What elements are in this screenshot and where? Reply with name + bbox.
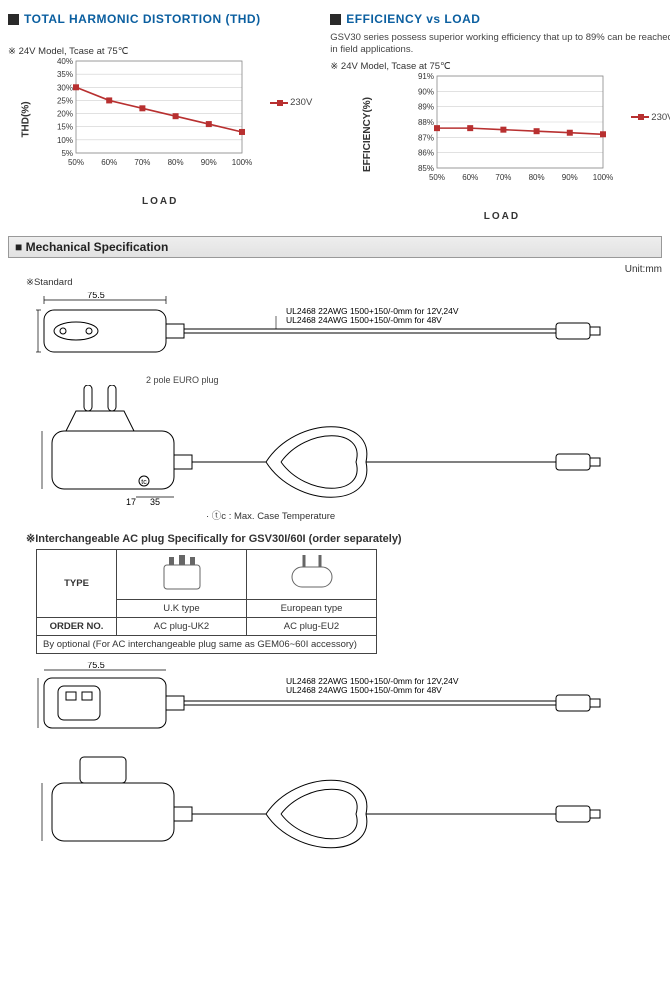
eff-block: EFFICIENCY vs LOAD GSV30 series possess … <box>330 8 670 222</box>
charts-row: TOTAL HARMONIC DISTORTION (THD) 24V Mode… <box>8 8 662 222</box>
eff-blurb: GSV30 series possess superior working ef… <box>330 32 670 57</box>
cable-note-2b: UL2468 24AWG 1500+150/-0mm for 48V <box>286 685 442 695</box>
thd-legend: 230V <box>270 97 312 108</box>
svg-text:80%: 80% <box>168 158 184 167</box>
euro-plug-label: 2 pole EURO plug <box>146 375 662 385</box>
svg-text:30%: 30% <box>57 83 73 92</box>
eff-title: EFFICIENCY vs LOAD <box>346 12 480 26</box>
svg-text:15%: 15% <box>57 123 73 132</box>
td-uk-order: AC plug-UK2 <box>117 617 247 635</box>
svg-text:20%: 20% <box>57 110 73 119</box>
eff-model-note: 24V Model, Tcase at 75℃ <box>330 61 670 72</box>
eff-chart-area: EFFICIENCY(%) 85% 86% 87% 88% 89% 90% 91% 50% 60… <box>330 72 670 197</box>
svg-text:tc: tc <box>141 479 147 486</box>
inter-label: Interchangeable AC plug Specifically for… <box>35 533 401 545</box>
svg-text:86%: 86% <box>418 148 434 157</box>
tc-note: · ⓣc : Max. Case Temperature <box>206 508 662 522</box>
plug-table: TYPE U.K type European type ORDER NO. AC… <box>36 549 377 654</box>
eff-xlabel: LOAD <box>330 211 670 222</box>
svg-text:91%: 91% <box>418 72 434 81</box>
eu-plug-icon <box>282 553 342 593</box>
cable-note-2: UL2468 24AWG 1500+150/-0mm for 48V <box>286 315 442 325</box>
svg-text:90%: 90% <box>418 87 434 96</box>
drawing-inter-side: 56.2 <box>36 751 662 864</box>
svg-text:10%: 10% <box>57 136 73 145</box>
dim-euro-w: 35 <box>150 497 160 505</box>
dim-euro-pin: 17 <box>126 497 136 505</box>
th-order: ORDER NO. <box>37 617 117 635</box>
svg-text:100%: 100% <box>593 173 613 182</box>
thd-title: TOTAL HARMONIC DISTORTION (THD) <box>24 12 261 26</box>
standard-label: Standard <box>34 277 73 288</box>
eff-chart: 85% 86% 87% 88% 89% 90% 91% 50% 60% 70% 80% 90% 100% <box>407 72 627 197</box>
svg-text:35%: 35% <box>57 70 73 79</box>
thd-model-note: 24V Model, Tcase at 75℃ <box>8 46 312 57</box>
thd-ylabel: THD(%) <box>21 101 32 137</box>
svg-text:60%: 60% <box>101 158 117 167</box>
drawing-inter-top: 75.5 39.1 UL2468 22AWG 1500+150/-0mm for… <box>36 662 662 741</box>
table-footer: By optional (For AC interchangeable plug… <box>37 635 377 653</box>
svg-text:89%: 89% <box>418 102 434 111</box>
thd-chart: 5% 10% 15% 20% 25% 30% 35% 40% 50% 60% 70% 80% 90% 10… <box>46 57 266 182</box>
svg-text:85%: 85% <box>418 164 434 173</box>
eff-ylabel: EFFICIENCY(%) <box>362 97 373 172</box>
svg-text:70%: 70% <box>135 158 151 167</box>
svg-text:80%: 80% <box>529 173 545 182</box>
dim-w: 75.5 <box>87 292 105 300</box>
svg-text:50%: 50% <box>429 173 445 182</box>
drawing-top-adapter: 75.5 32 UL2468 22AWG 1500+150/-0mm for 1… <box>36 292 662 365</box>
thd-chart-area: THD(%) 5% 10% 15% 20% 25% 30% 35% 40% 50% 60% 70% 8… <box>8 57 312 182</box>
th-type: TYPE <box>37 549 117 617</box>
td-uk-type: U.K type <box>117 599 247 617</box>
uk-plug-icon <box>152 553 212 593</box>
td-eu-type: European type <box>247 599 377 617</box>
unit-label: Unit:mm <box>8 264 662 275</box>
svg-text:88%: 88% <box>418 118 434 127</box>
mech-header: Mechanical Specification <box>8 236 662 258</box>
svg-text:70%: 70% <box>496 173 512 182</box>
svg-text:40%: 40% <box>57 57 73 66</box>
svg-text:87%: 87% <box>418 133 434 142</box>
square-icon <box>8 14 19 25</box>
svg-text:50%: 50% <box>68 158 84 167</box>
svg-text:90%: 90% <box>562 173 578 182</box>
dim-inter-w: 75.5 <box>87 662 105 670</box>
eff-header: EFFICIENCY vs LOAD <box>330 12 670 26</box>
svg-text:25%: 25% <box>57 96 73 105</box>
svg-text:60%: 60% <box>462 173 478 182</box>
square-icon <box>330 14 341 25</box>
td-eu-order: AC plug-EU2 <box>247 617 377 635</box>
drawing-euro-adapter: 2 pole EURO plug tc 47.5 35 17 · ⓣc : Ma… <box>36 375 662 522</box>
thd-block: TOTAL HARMONIC DISTORTION (THD) 24V Mode… <box>8 8 312 222</box>
thd-header: TOTAL HARMONIC DISTORTION (THD) <box>8 12 312 26</box>
svg-text:90%: 90% <box>201 158 217 167</box>
svg-text:100%: 100% <box>232 158 252 167</box>
svg-text:5%: 5% <box>62 149 74 158</box>
thd-xlabel: LOAD <box>8 196 312 207</box>
eff-legend: 230V <box>631 112 670 123</box>
